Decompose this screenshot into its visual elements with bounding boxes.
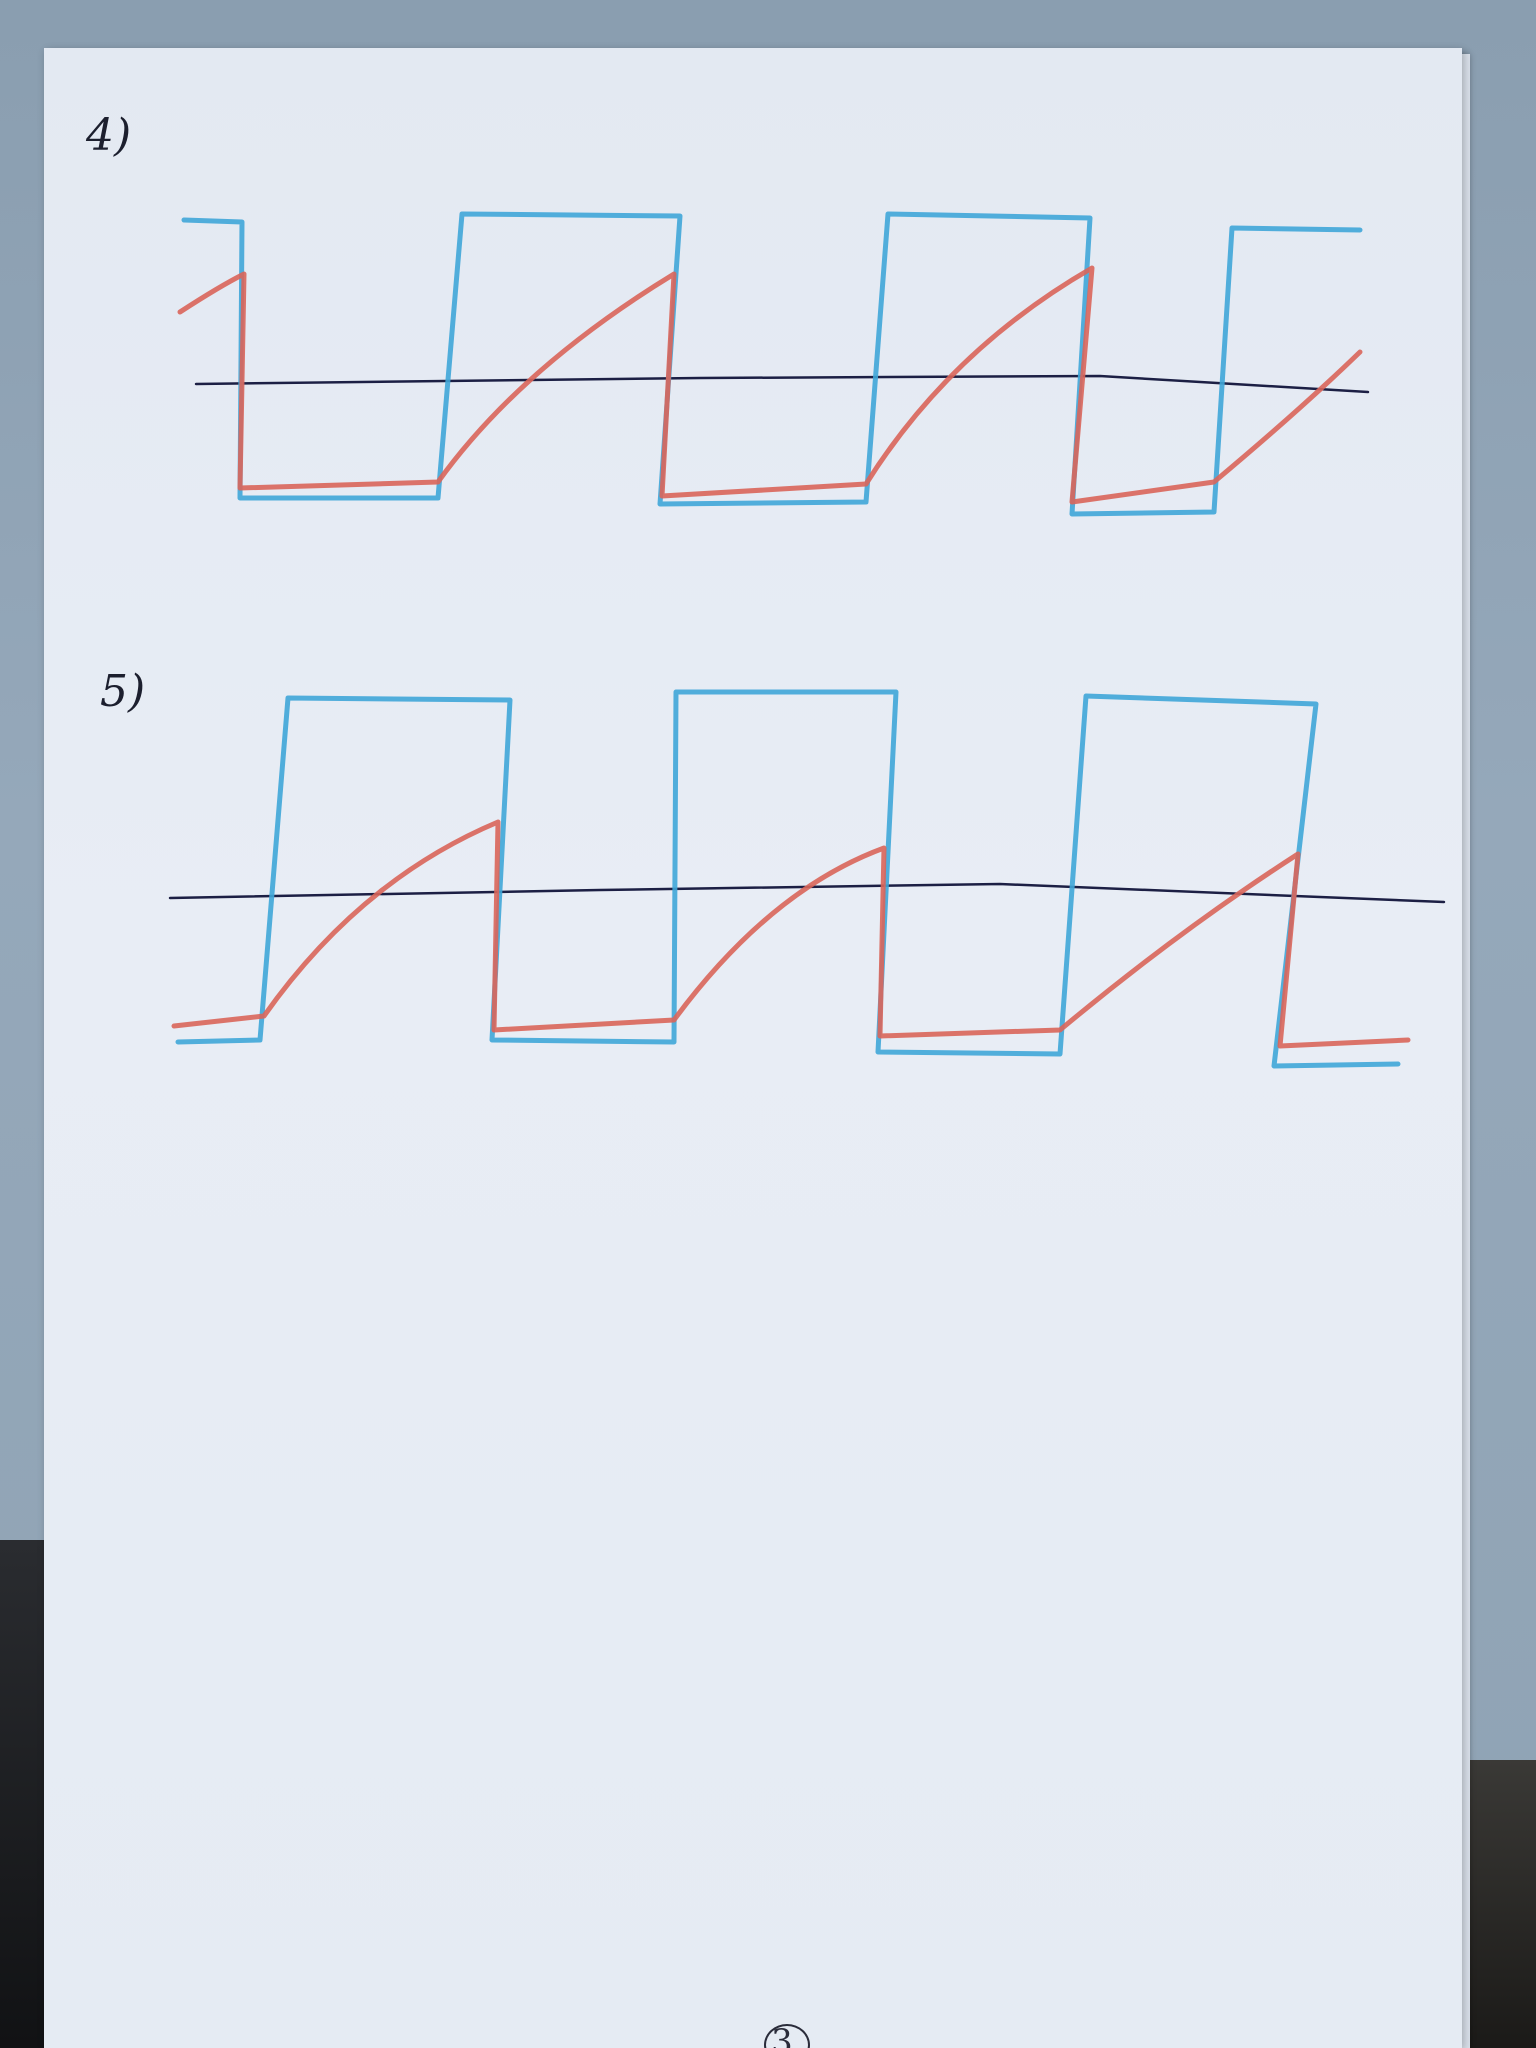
label-5: 5) — [100, 666, 145, 717]
graph-4-sawtooth-wave — [177, 265, 1363, 505]
graph-5-axis-line — [168, 882, 1446, 904]
graph-5: 5) — [100, 666, 1446, 1069]
label-4: 4) — [85, 110, 131, 161]
graph-4-square-wave — [181, 211, 1363, 517]
graph-5-sawtooth-wave — [171, 819, 1411, 1049]
graph-4: 4) — [85, 110, 1370, 517]
graph-4-axis-line — [194, 374, 1370, 394]
graph-5-square-wave — [175, 689, 1401, 1069]
paper-sheet — [44, 48, 1462, 2048]
table-edge-right — [1466, 1760, 1536, 2048]
page-number: 3 — [771, 2022, 793, 2048]
